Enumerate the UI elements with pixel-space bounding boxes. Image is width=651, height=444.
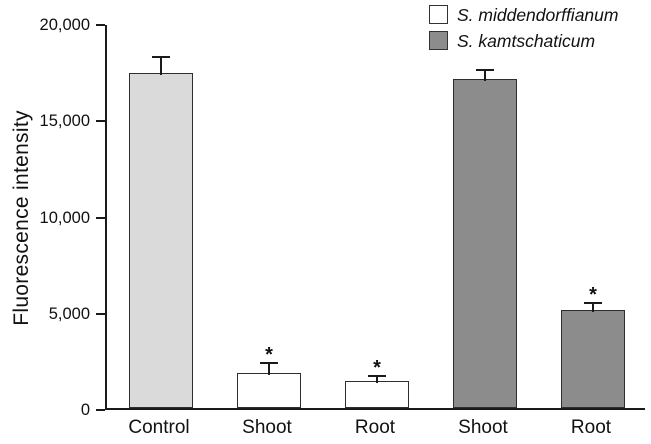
legend-label-s-kamtschaticum: S. kamtschaticum [457, 30, 596, 51]
error-bar-cap [152, 55, 170, 58]
y-tick [96, 312, 105, 315]
bar-s-middendorffianum [345, 381, 409, 408]
error-bar-cap [476, 69, 494, 72]
error-bar [484, 71, 486, 81]
y-tick [96, 409, 105, 411]
y-tick-label: 20,000 [39, 16, 90, 34]
error-bar-cap [368, 375, 386, 378]
significance-asterisk: * [373, 357, 381, 380]
bar-s-kamtschaticum [561, 309, 625, 408]
x-category-label: Shoot [458, 417, 508, 438]
error-bar [376, 377, 378, 384]
legend-item-s-middendorffianum: S. middendorffianum [429, 3, 618, 26]
error-bar-cap [260, 361, 278, 364]
x-category-label: Shoot [242, 417, 292, 438]
error-bar [592, 304, 594, 312]
y-tick-label: 5,000 [48, 304, 90, 323]
bar-s-kamtschaticum [453, 78, 517, 408]
significance-asterisk: * [589, 284, 597, 307]
error-bar [268, 363, 270, 376]
legend-label-s-middendorffianum: S. middendorffianum [457, 4, 619, 25]
y-tick [96, 24, 105, 26]
legend-swatch-white [429, 5, 448, 24]
legend: S. middendorffianum S. kamtschaticum [429, 3, 618, 55]
y-tick [96, 120, 105, 123]
error-bar [160, 57, 162, 76]
y-tick-label: 10,000 [39, 208, 90, 227]
legend-item-s-kamtschaticum: S. kamtschaticum [429, 29, 618, 52]
y-tick-label: 15,000 [39, 112, 90, 131]
significance-asterisk: * [265, 343, 273, 366]
x-category-label: Root [570, 417, 612, 438]
legend-swatch-gray [429, 31, 448, 50]
plot-area: * * * [105, 25, 645, 410]
bar-s-middendorffianum [237, 373, 301, 408]
y-tick-label: 0 [80, 401, 90, 419]
x-category-label: Control [128, 417, 190, 438]
y-tick [96, 216, 105, 219]
bar-control [129, 73, 193, 408]
x-category-label: Root [354, 417, 396, 438]
error-bar-cap [584, 302, 602, 305]
